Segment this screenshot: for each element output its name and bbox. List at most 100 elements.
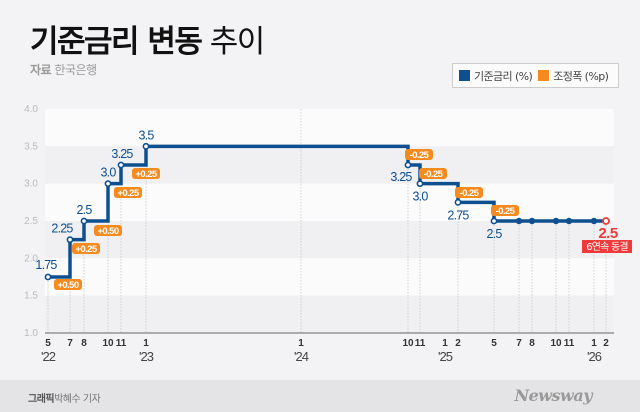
title-light: 추이 [209,24,266,60]
x-tick-month: 2 [455,338,461,349]
change-badge-label: +0.25 [117,188,139,199]
change-badge-label: +0.25 [75,244,97,255]
change-badge-label: -0.25 [410,150,430,161]
y-tick-label: 3.0 [24,179,38,190]
change-badge [455,187,483,198]
x-tick-month: 11 [415,338,426,349]
brand-logo: Newsway [514,386,592,405]
value-label: 3.25 [390,170,412,184]
x-tick-month: 2 [603,338,609,349]
value-label: 2.5 [77,203,93,217]
change-badge [94,225,122,236]
x-tick-year: '26 [587,349,602,364]
legend-item-rate: 기준금리 (%) [459,68,533,84]
x-tick-month: 11 [564,338,575,349]
data-point [142,142,150,150]
legend-label-rate: 기준금리 (%) [474,69,533,83]
change-badge [72,243,100,254]
data-point [44,273,52,281]
source-line: 자료 한국은행 [30,61,97,78]
footer: 그래픽박혜수 기자 Newsway [0,380,640,412]
y-tick-label: 4.0 [24,104,38,115]
change-badge-label: +0.25 [135,169,157,180]
legend-item-change: 조정폭 (%p) [538,68,609,84]
y-tick-label: 2.5 [24,216,38,227]
y-tick-label: 3.5 [24,141,38,152]
change-badge-label: -0.25 [424,169,444,180]
data-point [515,217,523,225]
data-point [552,217,560,225]
data-point [490,217,498,225]
x-tick-month: 8 [81,338,87,349]
change-badge [491,205,519,216]
source-value: 한국은행 [54,63,97,77]
grid-band [45,109,614,147]
x-tick-month: 5 [491,338,497,349]
value-label: 3.25 [111,147,133,161]
value-label: 2.25 [51,222,73,236]
rate-chart: 1.01.52.02.53.03.54.01.752.252.53.03.253… [24,104,632,364]
y-tick-label: 1.0 [24,328,38,339]
x-tick-month: 11 [116,338,127,349]
value-label: 2.5 [487,227,503,241]
data-point [80,217,88,225]
data-point [590,217,598,225]
page-title: 기준금리 변동 추이 [30,16,266,61]
change-badge [132,168,160,179]
chart-legend: 기준금리 (%) 조정폭 (%p) [452,63,619,88]
change-badge [54,279,82,290]
value-label: 2.75 [447,208,469,222]
freeze-annotation [582,240,632,253]
data-point-latest [602,217,610,225]
title-bold: 기준금리 변동 [30,24,203,60]
data-point [66,236,74,244]
legend-swatch-rate [459,70,470,81]
x-tick-year: '24 [294,349,309,364]
change-badge-label: +0.50 [57,280,78,291]
x-tick-month: 8 [529,338,535,349]
x-tick-month: 7 [516,338,522,349]
x-tick-month: 10 [550,338,562,349]
change-badge-label: -0.25 [460,188,480,199]
x-tick-month: 10 [102,338,114,349]
x-tick-month: 1 [591,338,597,349]
x-tick-year: '25 [438,349,453,364]
data-point [565,217,573,225]
grid-band [45,221,614,259]
value-label: 1.75 [35,258,57,272]
change-badge [419,168,447,179]
data-point [416,180,424,188]
change-badge-label: -0.25 [496,206,516,217]
value-label: 3.5 [139,128,155,142]
x-tick-month: 1 [442,338,448,349]
data-point [454,198,462,206]
grid-band [45,258,614,296]
source-label: 자료 [30,63,52,77]
x-tick-year: '22 [41,349,56,364]
data-point [104,180,112,188]
y-tick-label: 2.0 [24,253,38,264]
credit-name: 박혜수 기자 [54,394,101,405]
change-badge-label: +0.50 [97,226,118,237]
data-point [404,161,412,169]
legend-label-change: 조정폭 (%p) [553,69,609,83]
y-tick-label: 1.5 [24,291,38,302]
x-tick-month: 7 [67,338,73,349]
value-label: 3.0 [413,190,429,204]
x-tick-month: 10 [402,338,414,349]
x-tick-year: '23 [139,349,154,364]
data-point [117,161,125,169]
latest-value-label: 2.5 [598,225,618,242]
credit: 그래픽박혜수 기자 [28,390,101,405]
grid-band [45,295,614,333]
change-badge [405,149,433,160]
credit-label: 그래픽 [28,394,55,405]
x-tick-month: 1 [298,338,304,349]
freeze-annotation-label: 6연속 동결 [586,241,628,253]
x-tick-month: 5 [45,338,51,349]
value-label: 3.0 [101,166,117,180]
x-tick-month: 1 [143,338,149,349]
change-badge [114,187,142,198]
data-point [528,217,536,225]
legend-swatch-change [538,70,550,81]
